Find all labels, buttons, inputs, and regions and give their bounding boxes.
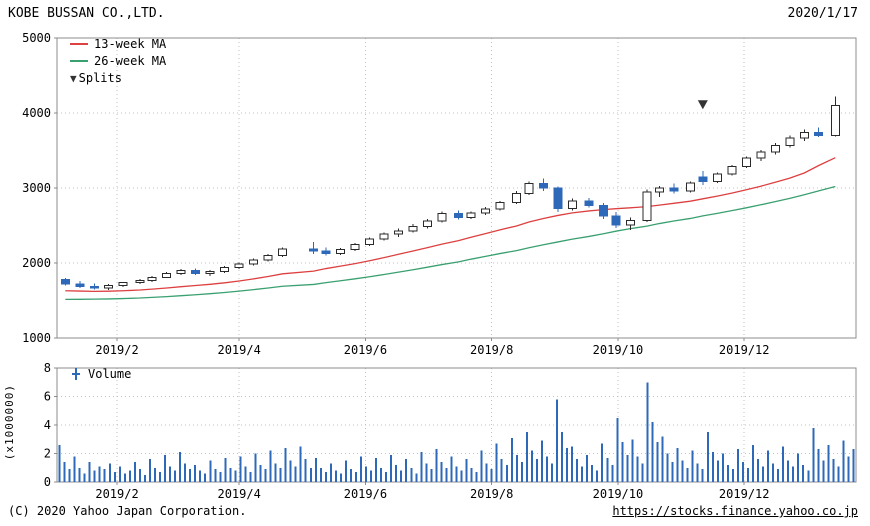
- svg-text:2019/6: 2019/6: [344, 343, 387, 357]
- svg-text:2019/2: 2019/2: [95, 343, 138, 357]
- price-chart-canvas: 2019/2 2019/4 2019/6 2019/8 2019/10 2019/12 10…: [22, 31, 857, 357]
- svg-text:3000: 3000: [22, 181, 51, 195]
- header: KOBE BUSSAN CO.,LTD. 2020/1/17: [8, 6, 858, 21]
- ma13-line: [65, 157, 836, 293]
- svg-text:4: 4: [44, 418, 51, 432]
- svg-text:6: 6: [44, 390, 51, 404]
- legend-item-volume: Volume: [70, 366, 131, 382]
- svg-text:2019/8: 2019/8: [470, 487, 513, 500]
- svg-text:8: 8: [44, 361, 51, 375]
- svg-text:2019/10: 2019/10: [593, 487, 644, 500]
- svg-text:5000: 5000: [22, 31, 51, 45]
- chart-title: KOBE BUSSAN CO.,LTD.: [8, 6, 165, 21]
- ma13-legend-label: 13-week MA: [94, 37, 167, 51]
- svg-text:2019/6: 2019/6: [344, 487, 387, 500]
- svg-text:4000: 4000: [22, 106, 51, 120]
- candles: [60, 96, 840, 290]
- volume-chart-canvas: 2019/2 2019/4 2019/6 2019/8 2019/10 2019/12 0 2…: [44, 361, 857, 500]
- price-legend: 13-week MA 26-week MA ▼ Splits: [70, 36, 166, 86]
- svg-text:1000: 1000: [22, 331, 51, 345]
- svg-text:0: 0: [44, 475, 51, 489]
- svg-text:2019/10: 2019/10: [593, 343, 644, 357]
- svg-text:2019/12: 2019/12: [719, 343, 770, 357]
- splits-legend-label: Splits: [78, 71, 122, 85]
- svg-text:2019/4: 2019/4: [217, 487, 260, 500]
- copyright: (C) 2020 Yahoo Japan Corporation.: [8, 504, 247, 518]
- ma26-line: [65, 185, 836, 301]
- footer: (C) 2020 Yahoo Japan Corporation. https:…: [8, 504, 858, 518]
- volume-chart: (x1000000) 2019/2 2019/4 2019/6 2019/8 2019/…: [0, 360, 870, 500]
- ma13-line-swatch: [70, 43, 88, 45]
- svg-text:2019/2: 2019/2: [95, 487, 138, 500]
- price-chart: 2019/2 2019/4 2019/6 2019/8 2019/10 2019/12 10…: [0, 28, 870, 360]
- split-marker: [697, 100, 708, 110]
- svg-text:2000: 2000: [22, 256, 51, 270]
- volume-legend: Volume: [70, 366, 131, 382]
- source-url-link[interactable]: https://stocks.finance.yahoo.co.jp: [612, 504, 858, 518]
- volume-bars: [58, 382, 855, 482]
- legend-item-ma13: 13-week MA: [70, 36, 166, 52]
- volume-legend-label: Volume: [88, 367, 132, 381]
- volume-bar-icon: [70, 368, 82, 380]
- svg-text:2019/4: 2019/4: [217, 343, 260, 357]
- legend-item-ma26: 26-week MA: [70, 53, 166, 69]
- chart-date: 2020/1/17: [787, 6, 858, 21]
- ma26-legend-label: 26-week MA: [94, 54, 167, 68]
- legend-item-splits: ▼ Splits: [70, 70, 166, 86]
- svg-text:2: 2: [44, 447, 51, 461]
- ma26-line-swatch: [70, 60, 88, 62]
- split-marker-icon: ▼: [70, 71, 77, 85]
- volume-axis-unit: (x1000000): [3, 384, 16, 461]
- svg-text:2019/12: 2019/12: [719, 487, 770, 500]
- svg-text:2019/8: 2019/8: [470, 343, 513, 357]
